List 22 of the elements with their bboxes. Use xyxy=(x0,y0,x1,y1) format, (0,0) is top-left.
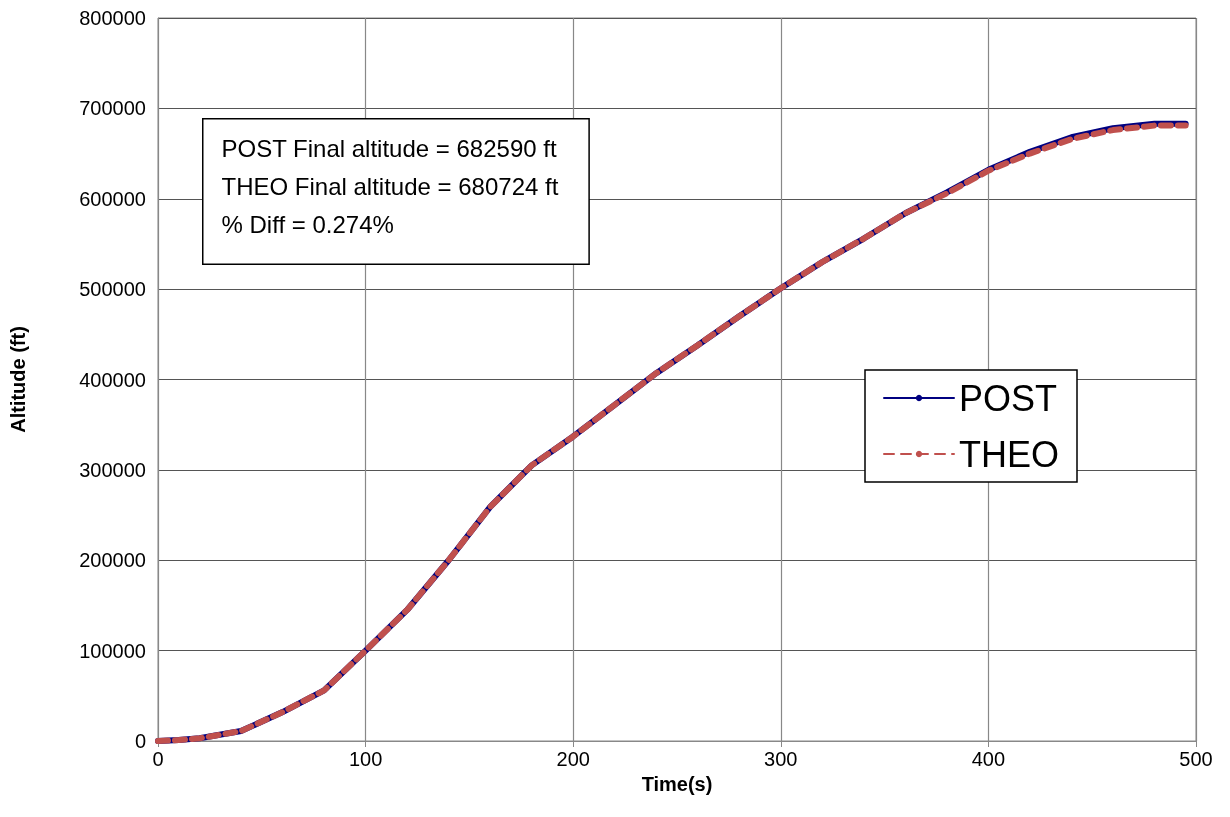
y-tick-label: 500000 xyxy=(79,278,146,301)
x-tick-label: 300 xyxy=(764,748,798,770)
annotation: THEO Final altitude = 680724 ft xyxy=(221,173,559,200)
annotation: POST Final altitude = 682590 ft xyxy=(221,135,557,162)
y-tick-label: 700000 xyxy=(79,97,146,120)
x-tick-label: 400 xyxy=(971,748,1006,770)
annotation: % Diff = 0.274% xyxy=(221,211,394,238)
y-tick-label: 600000 xyxy=(79,187,146,210)
x-axis-title: Time(s) xyxy=(641,772,713,795)
y-axis-title: Altitude (ft) xyxy=(7,326,29,433)
y-tick-label: 400000 xyxy=(79,368,146,391)
x-tick-label: 100 xyxy=(348,748,383,770)
legend-label: POST xyxy=(959,377,1058,419)
y-tick-label: 800000 xyxy=(79,7,146,29)
x-tick-label: 200 xyxy=(556,748,590,770)
x-tick-label: 500 xyxy=(1179,748,1213,770)
y-tick-label: 200000 xyxy=(79,549,146,572)
y-tick-label: 300000 xyxy=(79,458,146,481)
legend-label: THEO xyxy=(959,433,1060,475)
y-tick-label: 100000 xyxy=(79,639,146,662)
y-tick-label: 0 xyxy=(134,730,146,752)
x-tick-label: 0 xyxy=(152,748,164,770)
